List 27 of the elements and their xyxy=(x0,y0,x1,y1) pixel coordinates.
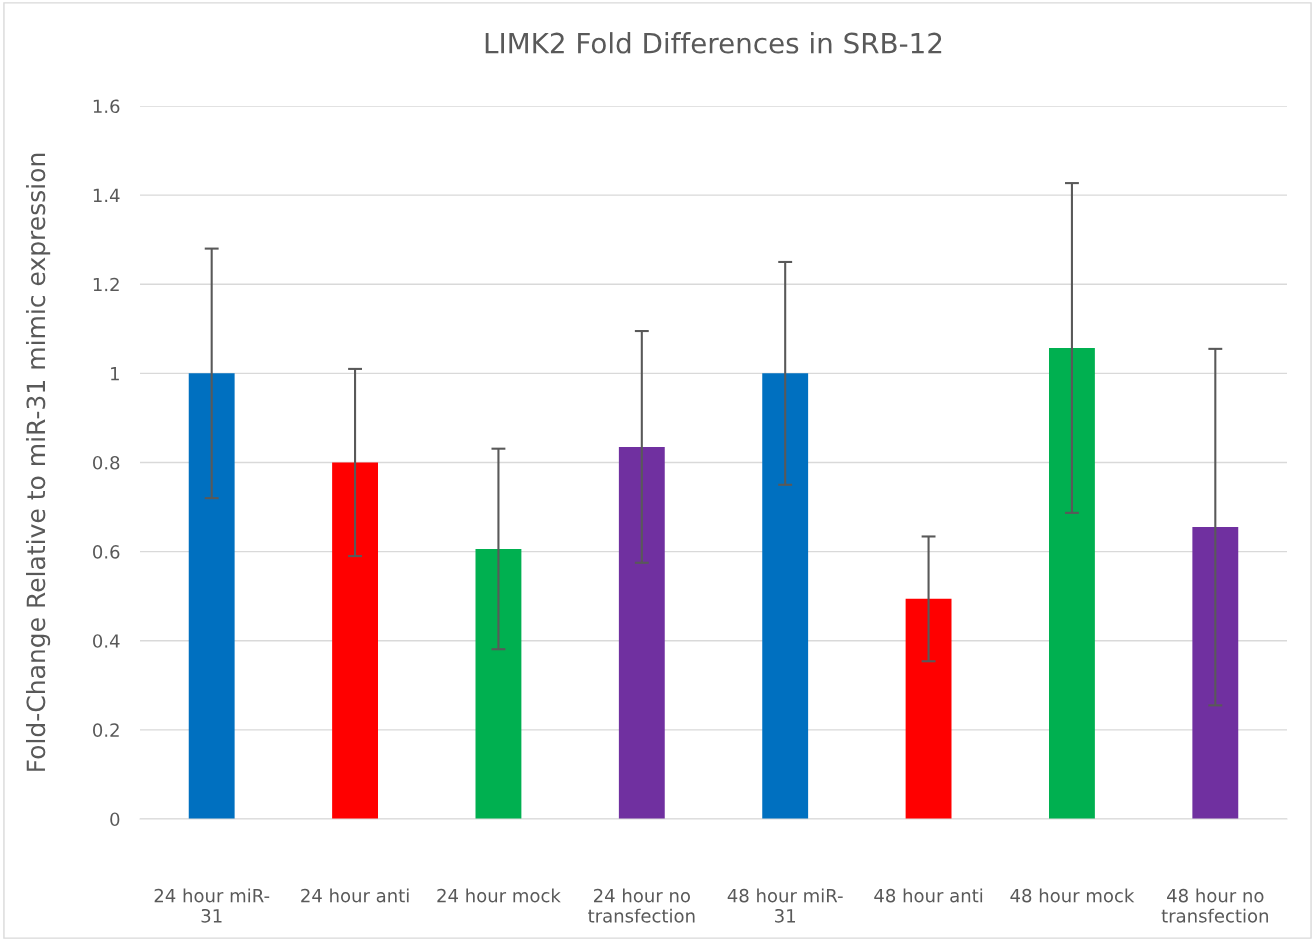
x-tick-label: 24 hour no transfection xyxy=(588,888,695,923)
x-tick-label: 48 hour mock xyxy=(1010,888,1135,903)
x-tick-label: 24 hour anti xyxy=(301,888,409,903)
y-tick-label: 1.4 xyxy=(93,188,120,202)
x-tick-label: 48 hour no transfection xyxy=(1161,888,1268,923)
x-tick-label: 48 hour miR- 31 xyxy=(727,888,843,923)
y-tick-label: 1 xyxy=(111,367,119,381)
chart-title: LIMK2 Fold Differences in SRB-12 xyxy=(485,32,942,54)
y-tick-label: 0.8 xyxy=(93,455,120,470)
y-axis-title: Fold-Change Relative to miR-31 mimic expression xyxy=(25,153,51,771)
y-tick-label: 0 xyxy=(110,812,120,827)
y-tick-label: 0.2 xyxy=(93,723,119,737)
y-tick-label: 1.2 xyxy=(93,277,119,292)
bar xyxy=(188,373,235,819)
bar xyxy=(618,446,665,819)
bar xyxy=(762,373,809,819)
x-tick-label: 24 hour mock xyxy=(437,888,561,903)
y-tick-label: 0.4 xyxy=(93,634,120,648)
y-tick-label: 0.6 xyxy=(93,545,120,559)
x-tick-label: 24 hour miR- 31 xyxy=(154,888,270,923)
bar xyxy=(475,548,522,819)
bar xyxy=(1049,347,1095,819)
bar xyxy=(905,598,952,819)
y-tick-label: 1.6 xyxy=(93,99,120,114)
bar xyxy=(1192,527,1239,819)
bar xyxy=(332,462,378,819)
x-tick-label: 48 hour anti xyxy=(874,888,983,903)
